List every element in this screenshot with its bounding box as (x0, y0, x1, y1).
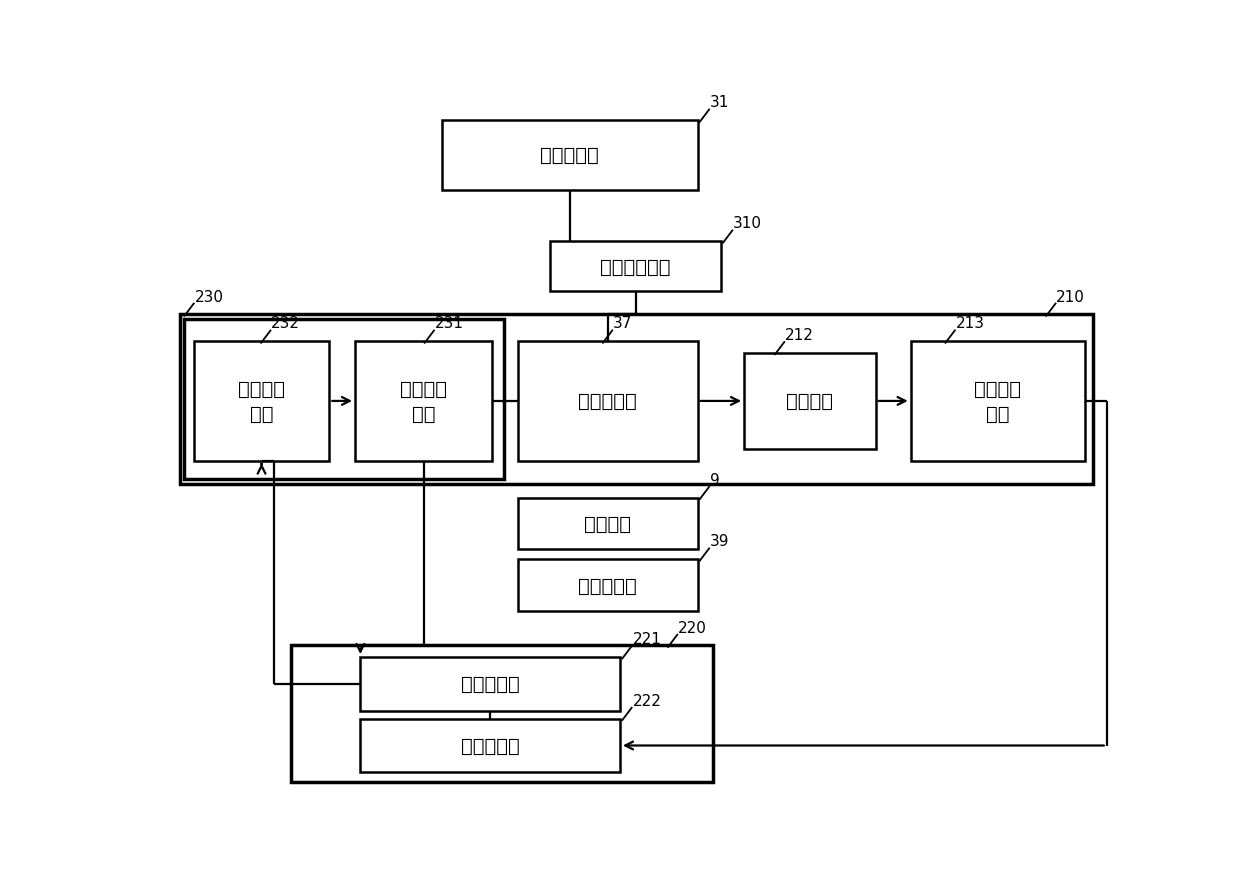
Text: 9: 9 (709, 472, 719, 487)
Bar (518, 560, 697, 611)
Bar (185, 319, 503, 479)
Text: 222: 222 (632, 693, 661, 708)
Text: 221: 221 (632, 631, 661, 646)
Text: 232: 232 (272, 316, 300, 331)
Text: 231: 231 (435, 316, 464, 331)
Text: 外壳接地件: 外壳接地件 (578, 576, 637, 595)
Bar (193, 342, 330, 461)
Bar (518, 498, 697, 550)
Text: 导电连接件: 导电连接件 (541, 147, 599, 165)
Bar (744, 353, 875, 450)
Text: 220: 220 (678, 620, 707, 635)
Bar (290, 645, 713, 782)
Bar (361, 719, 620, 772)
Text: 发射耦合
电容: 发射耦合 电容 (401, 379, 448, 424)
Bar (551, 242, 720, 291)
Bar (180, 315, 1092, 485)
Text: 212: 212 (785, 328, 813, 342)
Bar (361, 657, 620, 711)
Bar (518, 342, 697, 461)
Text: 数字处理器: 数字处理器 (461, 675, 520, 694)
Bar (441, 121, 697, 190)
Text: 213: 213 (956, 316, 985, 331)
Text: 230: 230 (195, 289, 223, 304)
Text: 电感元件: 电感元件 (786, 392, 833, 411)
Bar (910, 342, 1085, 461)
Text: 无线电天线: 无线电天线 (578, 392, 637, 411)
Text: 210: 210 (1056, 289, 1085, 304)
Text: 310: 310 (733, 216, 763, 232)
Bar (355, 342, 492, 461)
Text: 电能整理
模块: 电能整理 模块 (975, 379, 1022, 424)
Text: 电介质件: 电介质件 (584, 514, 631, 533)
Text: 39: 39 (709, 534, 729, 549)
Text: 射频放大
电路: 射频放大 电路 (238, 379, 285, 424)
Text: 31: 31 (709, 96, 729, 110)
Text: 37: 37 (613, 316, 632, 331)
Text: 滤波电容元件: 滤波电容元件 (600, 257, 671, 276)
Text: 温度传感器: 温度传感器 (461, 736, 520, 755)
